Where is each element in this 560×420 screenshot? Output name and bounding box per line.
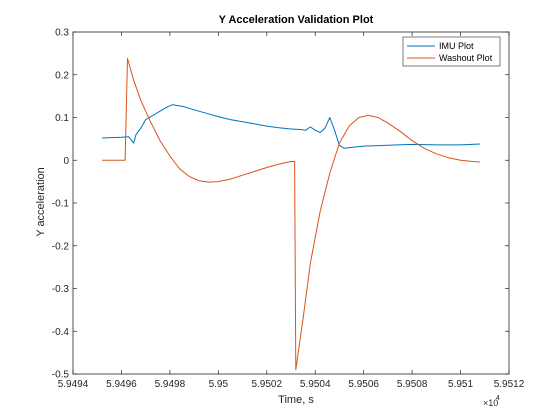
legend: IMU Plot Washout Plot <box>402 36 501 67</box>
x-tick-label: 5.9512 <box>494 379 525 390</box>
y-tick-label: 0.2 <box>55 70 69 81</box>
legend-entry-imu: IMU Plot <box>439 41 474 51</box>
x-tick-label: 5.95 <box>209 379 229 390</box>
x-tick-label: 5.9508 <box>397 379 428 390</box>
series-line-washout <box>102 58 480 371</box>
y-tick-label: -0.2 <box>52 241 70 252</box>
x-axis-label: Time, s <box>278 394 314 406</box>
y-tick-label: -0.3 <box>52 284 70 295</box>
x-tick-label: 5.9498 <box>155 379 186 390</box>
y-tick-label: 0.3 <box>55 28 69 39</box>
y-tick-label: -0.5 <box>52 370 70 381</box>
y-axis: -0.5 -0.4 -0.3 -0.2 -0.1 0 0.1 0.2 0.3 <box>52 28 509 381</box>
y-tick-label: -0.1 <box>52 199 70 210</box>
series-line-imu <box>102 104 480 149</box>
series-layer <box>102 58 480 371</box>
legend-box <box>402 36 501 67</box>
x-tick-label: 5.9496 <box>106 379 137 390</box>
x-axis-multiplier: ×10 4 <box>483 395 500 408</box>
x-axis: 5.9494 5.9496 5.9498 5.95 5.9502 5.9504 5.9506… <box>58 32 525 390</box>
x-tick-label: 5.9494 <box>58 379 89 390</box>
legend-entry-washout: Washout Plot <box>439 53 493 63</box>
x-tick-label: 5.9504 <box>300 379 331 390</box>
y-tick-label: 0 <box>63 156 69 167</box>
y-tick-label: 0.1 <box>55 113 69 124</box>
x-tick-label: 5.9502 <box>251 379 282 390</box>
x-tick-label: 5.9506 <box>348 379 379 390</box>
chart-title: Y Acceleration Validation Plot <box>219 14 374 26</box>
plot-area <box>72 31 510 375</box>
x-multiplier-exponent: 4 <box>496 395 500 402</box>
y-tick-label: -0.4 <box>52 327 70 338</box>
x-tick-label: 5.951 <box>448 379 473 390</box>
x-multiplier-label: ×10 <box>483 398 498 408</box>
y-axis-label: Y acceleration <box>35 167 47 237</box>
